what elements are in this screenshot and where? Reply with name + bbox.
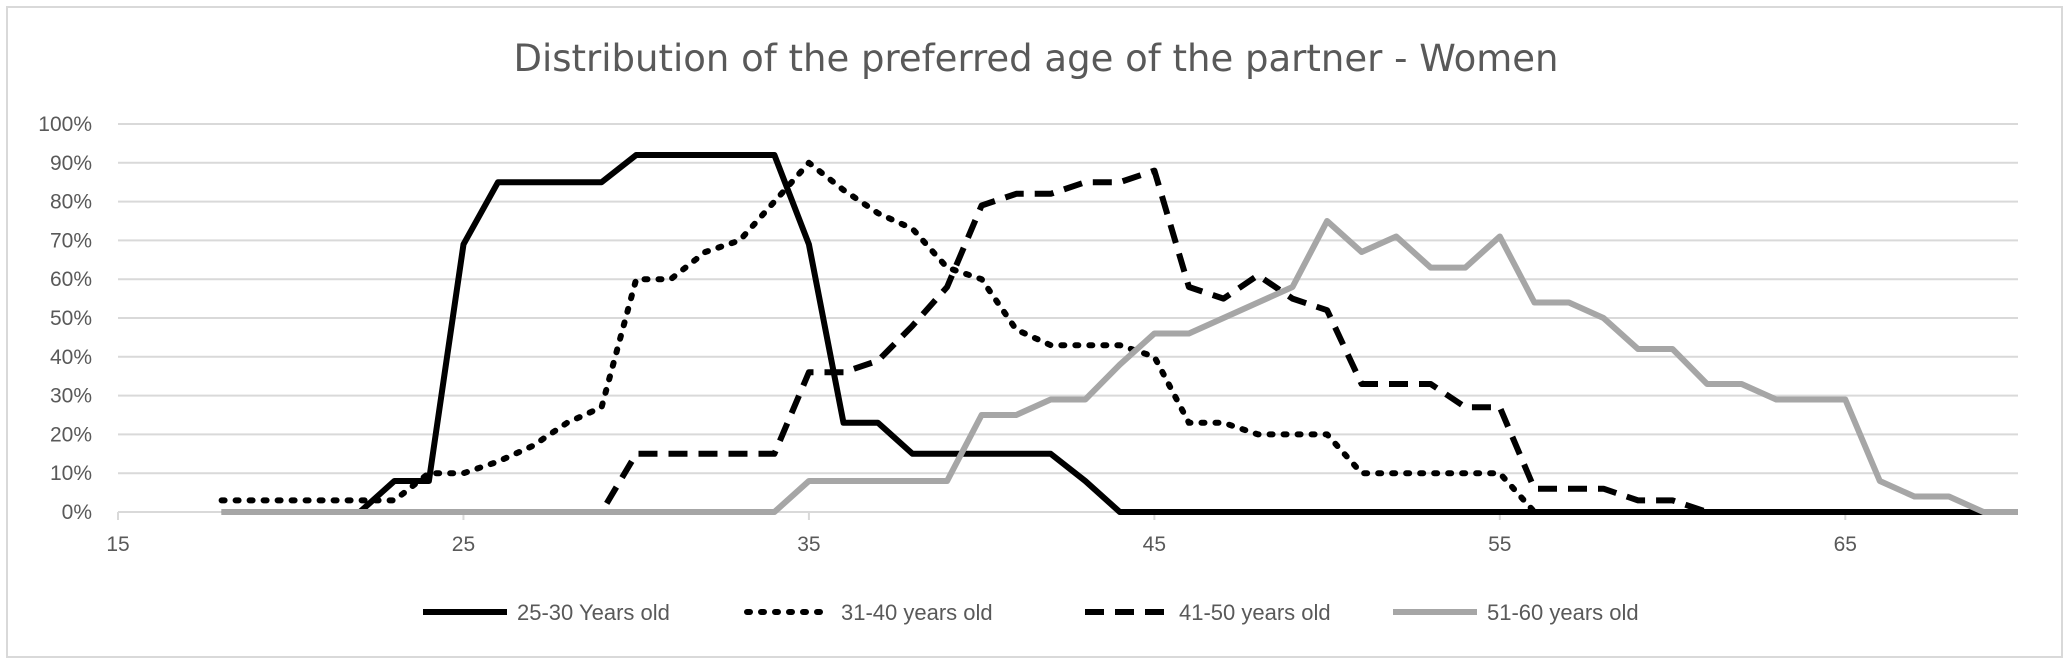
y-tick-label: 20% — [50, 423, 92, 446]
legend-label-1: 25-30 Years old — [517, 600, 670, 625]
y-tick-label: 100% — [38, 113, 92, 136]
series-line-2 — [218, 159, 2021, 515]
legend-label-2: 31-40 years old — [841, 600, 993, 625]
y-tick-label: 0% — [62, 501, 92, 524]
legend-label-4: 51-60 years old — [1487, 600, 1639, 625]
series-line-3 — [221, 167, 2018, 515]
x-tick-label: 15 — [106, 533, 129, 556]
y-tick-label: 40% — [50, 346, 92, 369]
chart-frame — [6, 6, 2063, 658]
series-line-1 — [221, 152, 2018, 515]
y-tick-label: 60% — [50, 268, 92, 291]
gridlines — [118, 123, 2018, 475]
chart-title: Distribution of the preferred age of the… — [513, 37, 1558, 80]
y-tick-label: 90% — [50, 152, 92, 175]
x-tick-label: 65 — [1834, 533, 1857, 556]
y-tick-label: 50% — [50, 307, 92, 330]
series-line-4 — [221, 218, 2018, 515]
axes: 0% 10% 20% 30% 40% 50% 60% 70% 80% 90% 100% 15 25 35 4… — [38, 113, 2018, 556]
x-tick-label: 55 — [1488, 533, 1511, 556]
y-tick-label: 30% — [50, 385, 92, 408]
legend: 25-30 Years old 31-40 years old 41-50 year… — [423, 600, 1639, 625]
y-tick-label: 70% — [50, 229, 92, 252]
x-tick-label: 35 — [797, 533, 820, 556]
x-tick-label: 45 — [1143, 533, 1166, 556]
y-tick-label: 80% — [50, 191, 92, 214]
legend-label-3: 41-50 years old — [1179, 600, 1331, 625]
y-tick-label: 10% — [50, 462, 92, 485]
series-lines — [218, 152, 2021, 515]
x-tick-label: 25 — [452, 533, 475, 556]
